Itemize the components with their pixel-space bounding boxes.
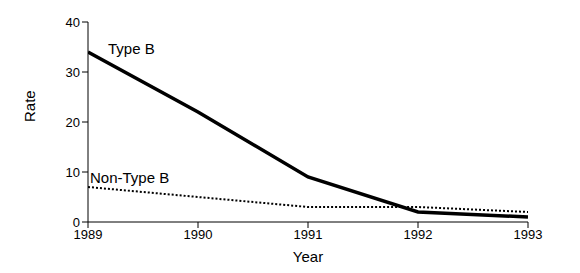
svg-text:Type B: Type B bbox=[108, 40, 155, 57]
svg-text:10: 10 bbox=[66, 165, 80, 180]
svg-text:1991: 1991 bbox=[294, 227, 323, 242]
svg-text:40: 40 bbox=[66, 15, 80, 30]
svg-text:20: 20 bbox=[66, 115, 80, 130]
svg-text:1993: 1993 bbox=[514, 227, 543, 242]
svg-text:0: 0 bbox=[73, 215, 80, 230]
svg-text:30: 30 bbox=[66, 65, 80, 80]
svg-text:Rate: Rate bbox=[21, 90, 38, 122]
svg-text:1992: 1992 bbox=[404, 227, 433, 242]
svg-text:Year: Year bbox=[293, 248, 323, 265]
svg-text:1990: 1990 bbox=[184, 227, 213, 242]
svg-text:Non-Type B: Non-Type B bbox=[90, 169, 169, 186]
svg-text:1989: 1989 bbox=[73, 227, 103, 243]
